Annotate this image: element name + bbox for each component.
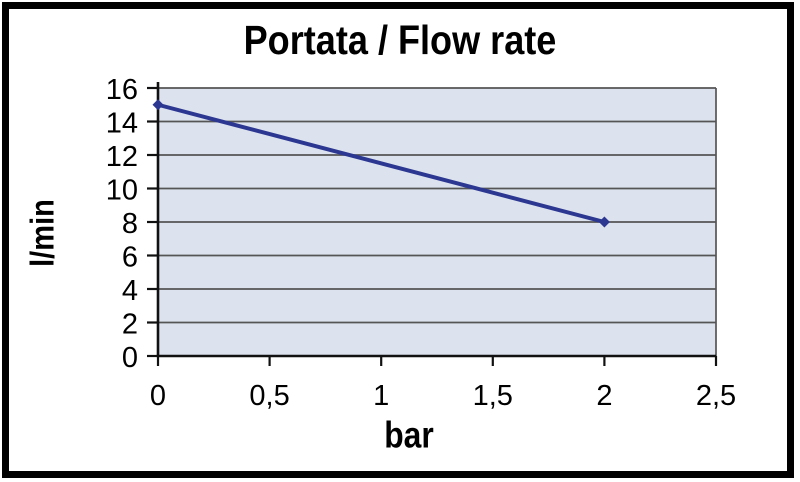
y-tick-label: 10: [106, 175, 138, 207]
data-point-marker: [152, 99, 164, 111]
x-tick-label: 1,5: [473, 380, 513, 412]
y-axis-title: l/min: [23, 199, 61, 267]
chart-title: Portata / Flow rate: [243, 17, 557, 63]
y-tick-label: 4: [122, 275, 138, 307]
x-tick-label: 2: [596, 380, 612, 412]
y-tick-label: 6: [122, 242, 138, 274]
x-tick-label: 0: [150, 380, 166, 412]
y-tick-label: 12: [106, 141, 138, 173]
x-tick-label: 0,5: [249, 380, 289, 412]
y-tick-label: 8: [122, 208, 138, 240]
y-tick-label: 2: [122, 309, 138, 341]
flow-rate-line: [156, 102, 607, 224]
x-tick-label: 1: [373, 380, 389, 412]
y-tick-label: 16: [106, 74, 138, 106]
y-tick-label: 0: [122, 342, 138, 374]
x-axis-title: bar: [384, 414, 434, 456]
x-tick-label: 2,5: [696, 380, 736, 412]
y-tick-label: 14: [106, 108, 138, 140]
data-point-marker: [598, 216, 610, 228]
